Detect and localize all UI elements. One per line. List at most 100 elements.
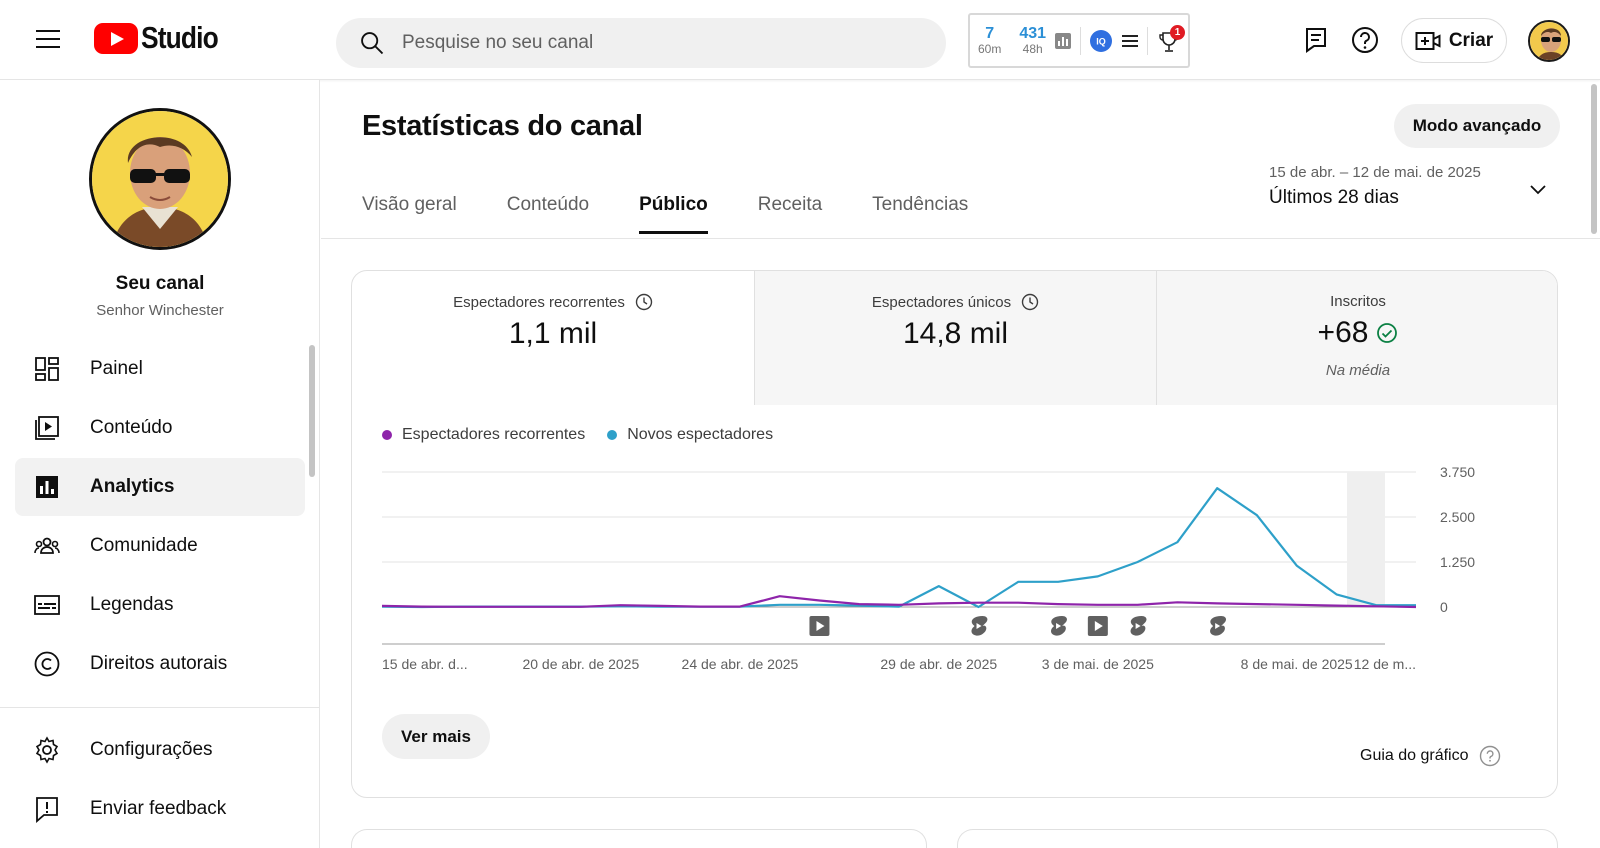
chart-guide-label: Guia do gráfico: [1360, 747, 1469, 764]
secondary-card-left: [351, 829, 927, 848]
metric-subscribers[interactable]: Inscritos +68 Na média: [1156, 271, 1557, 405]
sidebar-item-configuracoes[interactable]: Configurações: [15, 721, 305, 779]
subtitles-icon: [34, 595, 60, 615]
realtime-60m-unit: 60m: [978, 42, 1002, 56]
chart-highlight-region: [1347, 472, 1385, 607]
vidiq-icon[interactable]: IQ: [1089, 29, 1113, 53]
list-icon[interactable]: [1121, 32, 1139, 50]
sidebar-item-enviar-feedback[interactable]: Enviar feedback: [15, 780, 305, 838]
metric-value: +68: [1317, 316, 1369, 349]
x-tick-label: 12 de m...: [1354, 656, 1416, 672]
copyright-icon: [34, 651, 60, 677]
chart-series: [381, 487, 1417, 609]
sidebar-item-label: Enviar feedback: [90, 798, 227, 819]
metric-label: Espectadores únicos: [871, 293, 1012, 311]
tab-publico[interactable]: Público: [639, 188, 708, 234]
youtube-play-icon: [94, 22, 138, 54]
sidebar-item-painel[interactable]: Painel: [15, 340, 305, 398]
account-avatar[interactable]: [1528, 20, 1570, 62]
sidebar-item-label: Analytics: [90, 476, 175, 497]
legend-item-new[interactable]: Novos espectadores: [607, 426, 773, 444]
see-more-button[interactable]: Ver mais: [382, 714, 490, 759]
chart-guide-link[interactable]: Guia do gráfico: [1360, 745, 1501, 767]
help-circle-icon: [1479, 745, 1500, 767]
realtime-48h-unit: 48h: [1022, 42, 1043, 56]
sidebar-item-conteudo[interactable]: Conteúdo: [15, 399, 305, 457]
realtime-48h-value: 431: [1019, 25, 1047, 42]
date-range-picker[interactable]: 15 de abr. – 12 de mai. de 2025 Últimos …: [1269, 164, 1559, 216]
extension-toolbar[interactable]: 7 60m 431 48h IQ 1: [968, 13, 1190, 68]
main-scrollbar[interactable]: [1591, 84, 1597, 234]
sidebar-item-legendas[interactable]: Legendas: [15, 576, 305, 634]
chart-legend: Espectadores recorrentes Novos espectado…: [382, 426, 795, 444]
channel-title: Seu canal: [115, 273, 205, 294]
svg-text:IQ: IQ: [1096, 36, 1106, 46]
tab-receita[interactable]: Receita: [757, 194, 823, 215]
divider: [1147, 26, 1149, 55]
page-title: Estatísticas do canal: [362, 110, 643, 142]
audience-line-chart[interactable]: 15 de abr. d... 20 de abr. de 2025 24 de a…: [352, 451, 1558, 691]
secondary-card-right: [957, 829, 1558, 848]
tab-tendencias[interactable]: Tendências: [872, 194, 969, 215]
sidebar-scrollbar[interactable]: [309, 345, 315, 477]
sidebar-item-label: Conteúdo: [90, 417, 173, 438]
sidebar-item-label: Painel: [90, 358, 143, 379]
metric-value: 1,1 mil: [508, 317, 598, 350]
tab-visao-geral[interactable]: Visão geral: [362, 194, 457, 215]
period-text: Últimos 28 dias: [1269, 187, 1399, 208]
audience-card: Espectadores recorrentes 1,1 mil Especta…: [351, 270, 1558, 798]
metric-returning-viewers[interactable]: Espectadores recorrentes 1,1 mil: [352, 271, 754, 405]
channel-avatar-image: [92, 111, 228, 247]
notification-badge: 1: [1170, 24, 1186, 40]
sidebar-item-direitos-autorais[interactable]: Direitos autorais: [15, 635, 305, 693]
tabs-divider: [321, 238, 1600, 239]
sidebar-item-comunidade[interactable]: Comunidade: [15, 517, 305, 575]
legend-item-returning[interactable]: Espectadores recorrentes: [382, 426, 585, 444]
metric-value-container: +68: [1157, 316, 1557, 350]
youtube-studio-logo[interactable]: Studio: [94, 20, 231, 56]
metric-label-container: Inscritos: [1157, 293, 1557, 310]
community-icon: [34, 537, 60, 554]
logo-text: Studio: [141, 20, 219, 55]
chart-grid: [382, 471, 1416, 608]
channel-avatar[interactable]: [89, 108, 231, 250]
realtime-60m-stat: 7 60m: [978, 25, 1001, 56]
play-icon: [976, 623, 982, 629]
content-icon: [35, 416, 59, 440]
y-tick-label: 1.250: [1440, 554, 1475, 570]
search-icon[interactable]: [358, 29, 386, 57]
x-tick-label: 8 de mai. de 2025: [1241, 656, 1353, 672]
main-content: Estatísticas do canal Modo avançado Visã…: [321, 80, 1600, 848]
sidebar-divider: [0, 707, 320, 708]
search-bar[interactable]: [336, 18, 946, 68]
clock-icon: [635, 293, 653, 311]
menu-icon[interactable]: [28, 24, 68, 56]
x-tick-label: 15 de abr. d...: [382, 656, 468, 672]
date-range-text: 15 de abr. – 12 de mai. de 2025: [1269, 164, 1481, 181]
analytics-icon: [36, 476, 58, 498]
x-tick-label: 24 de abr. de 2025: [682, 656, 799, 672]
play-icon: [1094, 621, 1103, 631]
feedback-message-icon[interactable]: [1300, 24, 1332, 56]
achievements-button[interactable]: 1: [1158, 24, 1186, 55]
metric-unique-viewers[interactable]: Espectadores únicos 14,8 mil: [754, 271, 1156, 405]
sidebar-item-label: Legendas: [90, 594, 174, 615]
x-tick-label: 20 de abr. de 2025: [522, 656, 639, 672]
create-button[interactable]: Criar: [1401, 18, 1507, 63]
legend-label: Espectadores recorrentes: [402, 426, 586, 443]
chevron-down-icon: [1530, 185, 1546, 195]
x-axis-ticks: 15 de abr. d... 20 de abr. de 2025 24 de a…: [382, 656, 1416, 672]
play-icon: [1135, 623, 1141, 629]
play-icon: [1215, 623, 1221, 629]
y-tick-label: 0: [1440, 599, 1448, 615]
help-icon[interactable]: [1349, 24, 1381, 56]
sidebar-item-label: Comunidade: [90, 535, 198, 556]
bar-chart-icon[interactable]: [1054, 32, 1072, 50]
tab-conteudo[interactable]: Conteúdo: [506, 194, 590, 215]
sidebar-item-analytics[interactable]: Analytics: [15, 458, 305, 516]
create-button-label: Criar: [1448, 29, 1494, 51]
play-icon: [1056, 623, 1062, 629]
sidebar: Seu canal Senhor Winchester Painel Conte…: [0, 80, 320, 848]
advanced-mode-button[interactable]: Modo avançado: [1394, 104, 1560, 148]
search-input[interactable]: [402, 32, 882, 54]
